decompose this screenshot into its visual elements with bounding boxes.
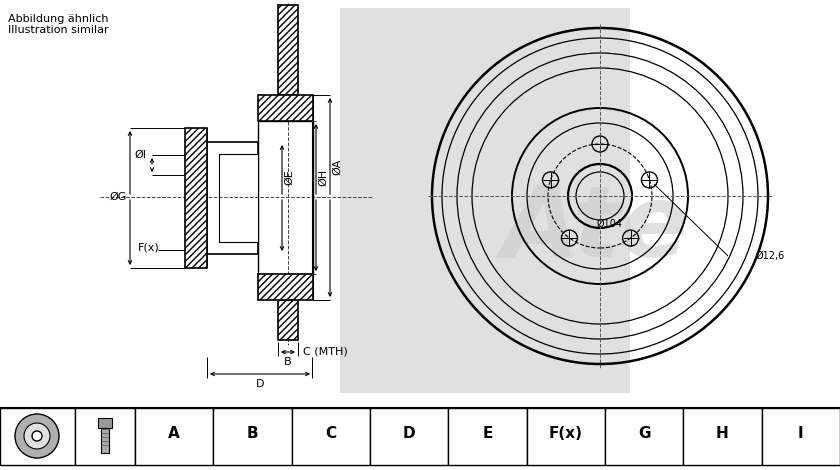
- Circle shape: [32, 431, 42, 441]
- Bar: [185, 128, 207, 268]
- Bar: [683, 408, 762, 465]
- Text: G: G: [638, 426, 650, 441]
- Text: Ate: Ate: [501, 181, 689, 279]
- Text: D: D: [255, 379, 265, 389]
- Bar: [340, 8, 630, 393]
- Bar: [219, 154, 258, 242]
- Text: Illustration similar: Illustration similar: [8, 25, 108, 35]
- Text: Ø104: Ø104: [597, 219, 623, 229]
- Text: ØA: ØA: [332, 159, 342, 175]
- Text: D: D: [403, 426, 416, 441]
- Text: B: B: [247, 426, 259, 441]
- Text: ØI: ØI: [134, 150, 146, 160]
- Text: ØE: ØE: [284, 169, 294, 185]
- Bar: [0, 408, 840, 465]
- Text: F(x): F(x): [549, 426, 583, 441]
- Text: C (MTH): C (MTH): [303, 347, 348, 357]
- Circle shape: [24, 423, 50, 449]
- Text: C: C: [325, 426, 336, 441]
- Bar: [258, 274, 313, 300]
- Bar: [762, 408, 840, 465]
- Text: F(x): F(x): [138, 243, 160, 253]
- Bar: [207, 142, 258, 254]
- Bar: [370, 408, 449, 465]
- Circle shape: [15, 414, 59, 458]
- Bar: [213, 408, 291, 465]
- Bar: [98, 418, 112, 428]
- Bar: [0, 408, 75, 465]
- Bar: [278, 5, 298, 95]
- Bar: [278, 300, 298, 340]
- Text: H: H: [717, 426, 729, 441]
- Bar: [135, 408, 213, 465]
- Text: I: I: [798, 426, 804, 441]
- Text: B: B: [284, 357, 291, 367]
- Text: ØG: ØG: [109, 192, 127, 202]
- Bar: [258, 95, 313, 121]
- Text: Ø12,6: Ø12,6: [756, 251, 785, 261]
- Bar: [605, 408, 683, 465]
- Text: ØH: ØH: [318, 168, 328, 186]
- Bar: [258, 121, 313, 274]
- Bar: [449, 408, 527, 465]
- Bar: [527, 408, 605, 465]
- Text: Abbildung ähnlich: Abbildung ähnlich: [8, 14, 108, 24]
- Bar: [291, 408, 370, 465]
- Bar: [101, 428, 109, 453]
- Text: E: E: [482, 426, 493, 441]
- Bar: [75, 408, 135, 465]
- Text: A: A: [168, 426, 180, 441]
